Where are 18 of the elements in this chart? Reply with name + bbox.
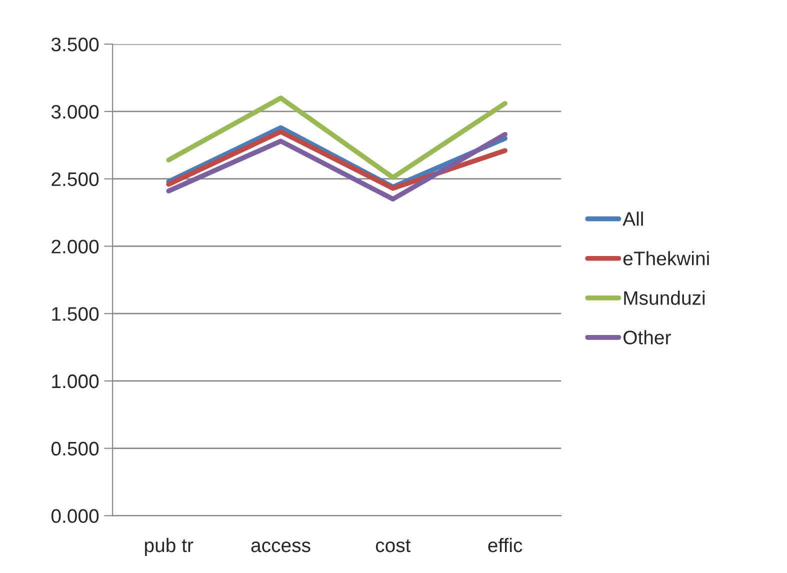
y-tick-label: 3.500 [51, 38, 99, 52]
x-tick-label: pub tr [145, 538, 194, 556]
y-tick-label: 1.000 [52, 374, 99, 388]
legend-label: eThekwini [623, 251, 709, 266]
legend-label: All [622, 212, 643, 226]
legend-label: Other [624, 330, 671, 344]
x-tick-label: access [251, 542, 310, 552]
y-tick-label: 0.500 [51, 442, 99, 456]
y-tick-label: 2.500 [52, 172, 99, 186]
legend-label: Msunduzi [624, 290, 705, 305]
y-tick-label: 3.000 [51, 104, 99, 119]
x-tick-label: cost [376, 539, 411, 552]
y-tick-label: 1.500 [52, 307, 99, 321]
line-series [166, 96, 508, 180]
y-tick-label: 2.000 [52, 240, 99, 254]
line-series [166, 132, 508, 202]
y-tick-label: 0.000 [51, 509, 99, 523]
x-tick-label: effic [488, 538, 522, 552]
